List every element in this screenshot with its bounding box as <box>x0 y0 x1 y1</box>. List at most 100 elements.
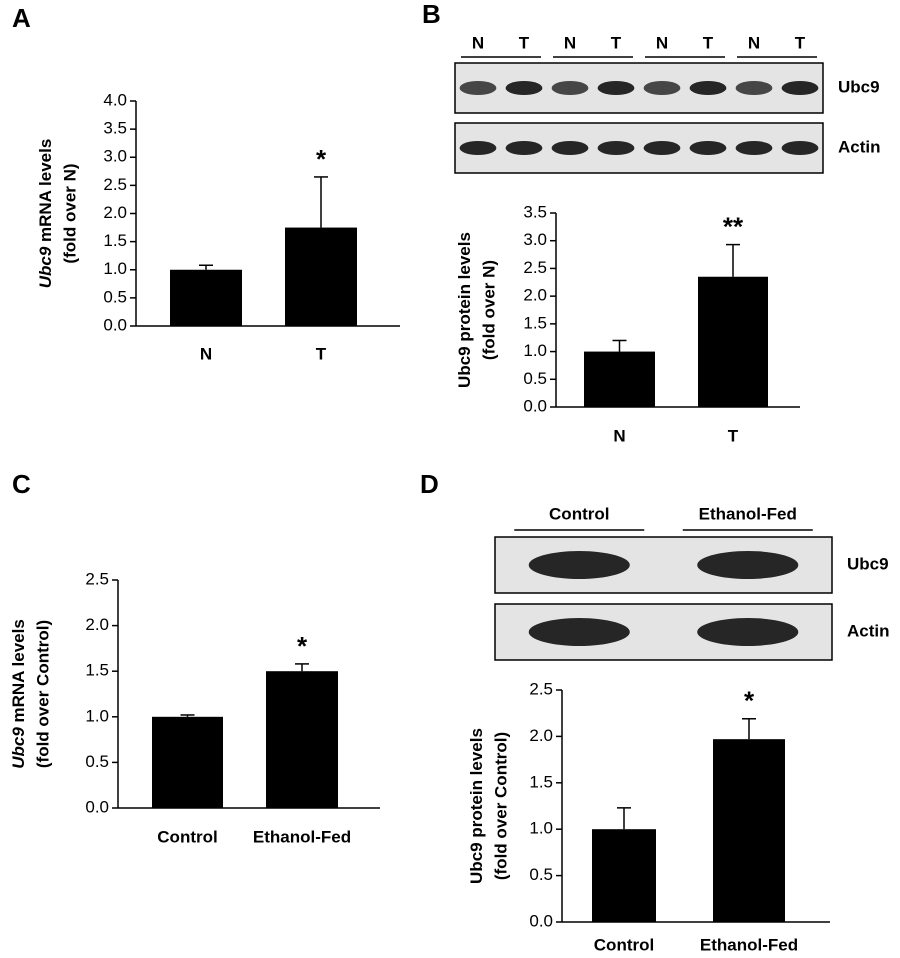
blot-row-label: Actin <box>838 137 881 156</box>
blot-band <box>735 141 773 155</box>
significance-mark: * <box>316 144 327 174</box>
y-axis-label: Ubc9 protein levels <box>467 728 486 884</box>
y-axis-label-line2: (fold over Control) <box>491 732 510 880</box>
y-axis-label: Ubc9 mRNA levels <box>9 619 28 769</box>
blot-band <box>643 81 681 95</box>
bar <box>266 671 338 808</box>
lane-label: N <box>564 33 576 52</box>
blot-band <box>697 551 799 579</box>
y-tick-label: 0.5 <box>529 865 553 884</box>
blot-band <box>528 618 630 646</box>
y-label-text: mRNA levels <box>9 619 28 727</box>
bar <box>713 739 785 922</box>
lane-label: N <box>748 33 760 52</box>
y-tick-label: 0.5 <box>523 369 547 388</box>
blot-band <box>459 141 497 155</box>
lane-label: N <box>472 33 484 52</box>
x-tick-label: N <box>200 344 212 363</box>
y-tick-label: 0.0 <box>529 911 553 930</box>
y-label-text: mRNA levels <box>36 139 55 247</box>
blot-band <box>689 81 727 95</box>
bar <box>285 227 357 326</box>
blot-row-label: Ubc9 <box>838 77 880 96</box>
panel-letter: A <box>12 3 31 33</box>
group-label: Control <box>549 504 609 523</box>
y-tick-label: 1.5 <box>523 313 547 332</box>
x-tick-label: Control <box>594 935 654 954</box>
x-tick-label: N <box>613 426 625 445</box>
y-tick-label: 2.0 <box>529 726 553 745</box>
y-tick-label: 0.5 <box>85 752 109 771</box>
lane-label: N <box>656 33 668 52</box>
panel-letter: B <box>422 0 441 29</box>
y-tick-label: 2.5 <box>523 258 547 277</box>
bar <box>698 276 768 407</box>
y-tick-label: 3.0 <box>103 147 127 166</box>
y-tick-label: 3.0 <box>523 230 547 249</box>
y-tick-label: 0.0 <box>85 797 109 816</box>
y-tick-label: 2.5 <box>103 175 127 194</box>
x-tick-label: T <box>728 426 739 445</box>
lane-label: T <box>795 33 806 52</box>
blot-band <box>528 551 630 579</box>
y-axis-label-line2: (fold over N) <box>60 163 79 263</box>
y-tick-label: 2.0 <box>103 203 127 222</box>
y-tick-label: 4.0 <box>103 90 127 109</box>
y-label-italic: Ubc9 <box>9 727 28 769</box>
blot-band <box>505 141 543 155</box>
x-tick-label: Ethanol-Fed <box>700 935 798 954</box>
y-tick-label: 1.5 <box>529 772 553 791</box>
y-tick-label: 1.5 <box>85 661 109 680</box>
panel-letter: D <box>420 469 439 499</box>
group-label: Ethanol-Fed <box>699 504 797 523</box>
blot-band <box>781 141 819 155</box>
y-tick-label: 1.0 <box>529 819 553 838</box>
blot-band <box>459 81 497 95</box>
blot-row-label: Ubc9 <box>847 554 889 573</box>
panel-letter: C <box>12 469 31 499</box>
y-tick-label: 2.5 <box>529 679 553 698</box>
y-axis-label-line2: (fold over Control) <box>33 620 52 768</box>
y-tick-label: 0.0 <box>103 315 127 334</box>
bar <box>592 829 656 922</box>
y-tick-label: 1.0 <box>523 341 547 360</box>
y-tick-label: 2.0 <box>523 286 547 305</box>
blot-band <box>551 81 589 95</box>
blot-band <box>689 141 727 155</box>
y-tick-label: 1.5 <box>103 231 127 250</box>
y-tick-label: 0.5 <box>103 287 127 306</box>
blot-band <box>697 618 799 646</box>
y-tick-label: 2.0 <box>85 615 109 634</box>
significance-mark: ** <box>723 211 744 241</box>
blot-band <box>551 141 589 155</box>
blot-row-label: Actin <box>847 621 890 640</box>
y-tick-label: 1.0 <box>85 706 109 725</box>
blot-band <box>643 141 681 155</box>
significance-mark: * <box>744 686 755 716</box>
x-tick-label: Control <box>157 827 217 846</box>
y-tick-label: 1.0 <box>103 259 127 278</box>
blot-band <box>597 81 635 95</box>
y-label-text: Ubc9 protein levels <box>467 728 486 884</box>
y-tick-label: 3.5 <box>103 119 127 138</box>
y-tick-label: 2.5 <box>85 569 109 588</box>
y-axis-label: Ubc9 mRNA levels <box>36 139 55 289</box>
y-axis-label-line2: (fold over N) <box>479 260 498 360</box>
x-tick-label: Ethanol-Fed <box>253 827 351 846</box>
lane-label: T <box>611 33 622 52</box>
y-tick-label: 0.0 <box>523 396 547 415</box>
y-tick-label: 3.5 <box>523 202 547 221</box>
y-label-text: Ubc9 protein levels <box>455 232 474 388</box>
bar <box>584 351 655 407</box>
y-axis-label: Ubc9 protein levels <box>455 232 474 388</box>
blot-band <box>597 141 635 155</box>
bar <box>170 269 242 326</box>
blot-band <box>505 81 543 95</box>
blot-band <box>735 81 773 95</box>
lane-label: T <box>519 33 530 52</box>
x-tick-label: T <box>316 344 327 363</box>
bar <box>152 716 223 808</box>
blot-band <box>781 81 819 95</box>
significance-mark: * <box>297 631 308 661</box>
